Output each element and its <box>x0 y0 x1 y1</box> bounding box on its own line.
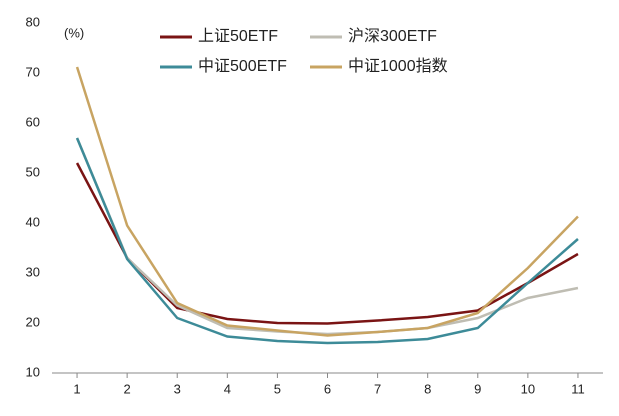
series-line <box>75 162 579 325</box>
x-tick-label: 4 <box>224 381 231 396</box>
x-tick-label: 10 <box>521 381 535 396</box>
y-tick-label: 50 <box>26 164 40 179</box>
x-tick-label: 3 <box>174 381 181 396</box>
legend-label: 上证50ETF <box>198 27 278 45</box>
x-tick-label: 2 <box>124 381 131 396</box>
y-tick-label: 70 <box>26 64 40 79</box>
y-tick-label: 80 <box>26 14 40 29</box>
x-tick-label: 6 <box>324 381 331 396</box>
x-tick-label: 8 <box>424 381 431 396</box>
y-tick-label: 10 <box>26 364 40 379</box>
x-tick-label: 11 <box>571 381 585 396</box>
x-tick-label: 1 <box>73 381 80 396</box>
x-tick-label: 9 <box>474 381 481 396</box>
x-tick-label: 5 <box>274 381 281 396</box>
y-tick-label: 60 <box>26 114 40 129</box>
y-axis-label: (%) <box>64 25 84 40</box>
y-tick-label: 20 <box>26 314 40 329</box>
series-line <box>75 137 579 345</box>
series-line <box>75 66 579 337</box>
y-tick-label: 40 <box>26 214 40 229</box>
x-tick-label: 7 <box>374 381 381 396</box>
y-tick-label: 30 <box>26 264 40 279</box>
legend-label: 中证500ETF <box>198 57 287 75</box>
legend-label: 中证1000指数 <box>348 57 448 75</box>
legend-label: 沪深300ETF <box>348 27 437 45</box>
